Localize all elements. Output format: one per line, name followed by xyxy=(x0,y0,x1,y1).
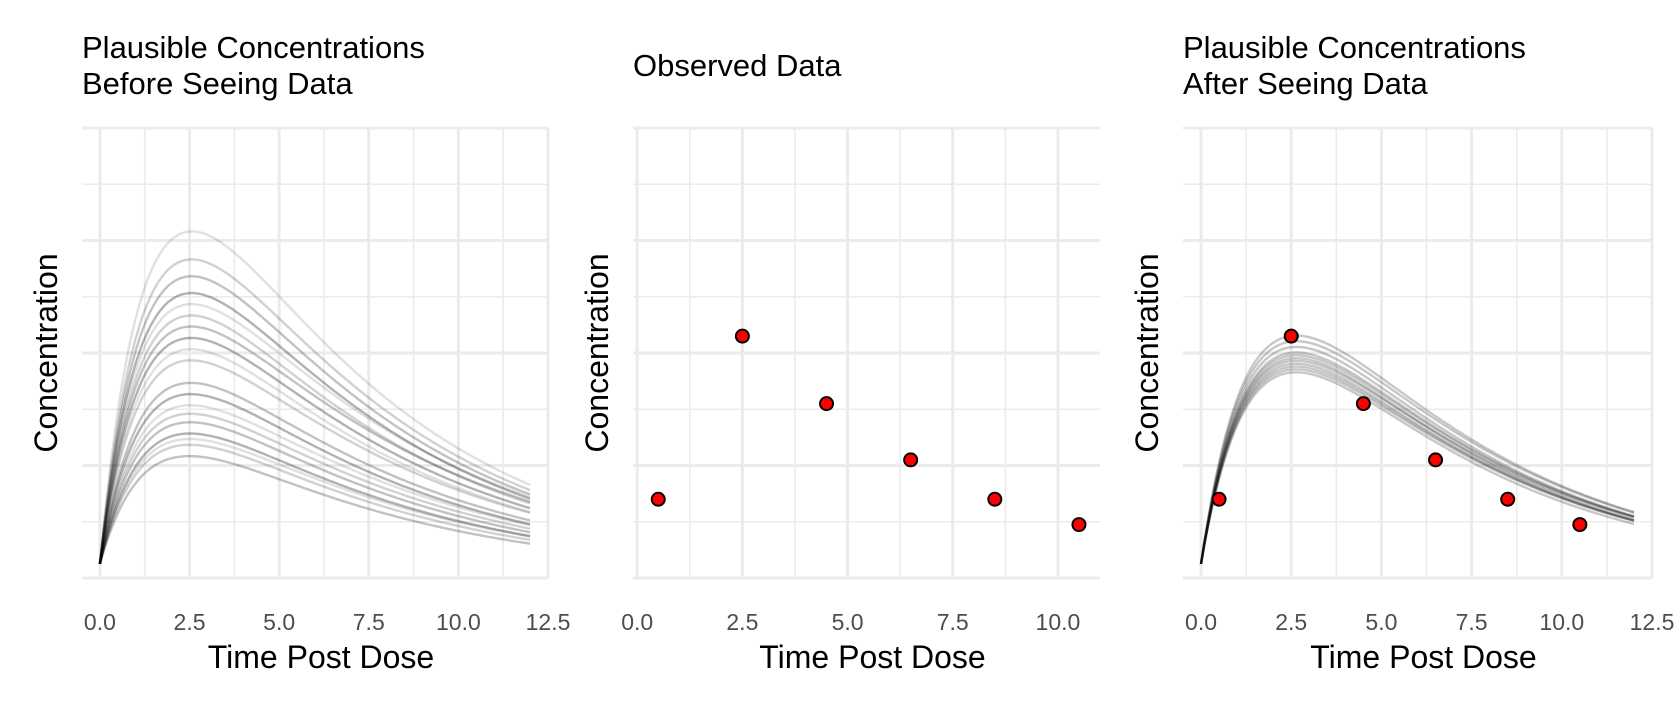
x-tick-label: 0.0 xyxy=(1185,609,1217,635)
concentration-curve xyxy=(98,403,531,565)
concentration-curve xyxy=(98,275,531,565)
panel-title-line: Plausible Concentrations xyxy=(1183,30,1526,65)
concentration-curve xyxy=(98,359,531,565)
panel-posterior: Plausible Concentrations After Seeing Dat… xyxy=(1129,30,1674,675)
panel-title: Plausible Concentrations After Seeing Dat… xyxy=(1183,30,1526,101)
data-point xyxy=(903,452,919,468)
y-axis-title: Concentration xyxy=(28,253,64,452)
data-point xyxy=(734,328,750,344)
curve-group xyxy=(1199,334,1635,565)
concentration-curve xyxy=(98,302,531,565)
concentration-curve xyxy=(1199,354,1635,565)
x-tick-label: 5.0 xyxy=(263,609,295,635)
data-point xyxy=(1071,517,1087,533)
data-point xyxy=(650,491,666,507)
concentration-curve xyxy=(98,420,531,565)
concentration-curve xyxy=(1199,371,1635,565)
concentration-curve xyxy=(98,348,531,565)
concentration-curve xyxy=(98,412,531,565)
x-tick-label: 12.5 xyxy=(1630,609,1675,635)
grid xyxy=(1183,126,1654,580)
data-point xyxy=(1211,491,1227,507)
x-tick-label: 7.5 xyxy=(1456,609,1488,635)
concentration-curve xyxy=(98,432,531,565)
x-tick-label: 0.0 xyxy=(84,609,116,635)
x-axis-title: Time Post Dose xyxy=(1310,639,1536,675)
x-tick-label: 10.0 xyxy=(1036,609,1081,635)
concentration-curve xyxy=(98,314,531,565)
x-tick-label: 7.5 xyxy=(937,609,969,635)
panel-title-line: Observed Data xyxy=(633,48,842,83)
x-tick-label: 2.5 xyxy=(726,609,758,635)
concentration-curve xyxy=(98,258,531,565)
data-point xyxy=(987,491,1003,507)
data-point xyxy=(1355,396,1371,412)
concentration-curve xyxy=(1199,368,1635,565)
y-axis-title: Concentration xyxy=(579,253,615,452)
concentration-curve xyxy=(98,454,531,565)
y-axis-title: Concentration xyxy=(1129,253,1165,452)
panel-title: Plausible Concentrations Before Seeing Da… xyxy=(82,30,425,101)
curve-group xyxy=(98,230,531,565)
panel-title-line: After Seeing Data xyxy=(1183,66,1428,101)
concentration-curve xyxy=(98,443,531,565)
concentration-curve xyxy=(1199,356,1635,565)
concentration-curve xyxy=(1199,359,1635,565)
concentration-curve xyxy=(1199,362,1635,565)
x-tick-label: 10.0 xyxy=(436,609,481,635)
concentration-curve xyxy=(98,381,531,565)
grid xyxy=(633,126,1100,580)
concentration-curve xyxy=(1199,340,1635,565)
data-point xyxy=(1283,328,1299,344)
x-tick-label: 2.5 xyxy=(174,609,206,635)
x-tick-label: 7.5 xyxy=(353,609,385,635)
panel-title-line: Plausible Concentrations xyxy=(82,30,425,65)
data-point xyxy=(1572,517,1588,533)
point-group xyxy=(1211,328,1588,533)
x-tick-label: 2.5 xyxy=(1275,609,1307,635)
concentration-curve xyxy=(1199,334,1635,565)
concentration-curve xyxy=(98,336,531,565)
x-tick-label: 10.0 xyxy=(1539,609,1584,635)
concentration-curve xyxy=(98,392,531,565)
concentration-curve xyxy=(98,230,531,565)
panel-title-line: Before Seeing Data xyxy=(82,66,353,101)
point-group xyxy=(650,328,1087,533)
x-tick-label: 12.5 xyxy=(526,609,571,635)
concentration-curve xyxy=(98,325,531,565)
data-point xyxy=(1500,491,1516,507)
x-tick-label: 0.0 xyxy=(621,609,653,635)
concentration-curve xyxy=(1199,345,1635,565)
concentration-curve xyxy=(1199,351,1635,565)
data-point xyxy=(819,396,835,412)
concentration-curve xyxy=(98,437,531,565)
grid xyxy=(82,126,550,580)
panel-observed: Observed Data 0.0 2.5 5.0 7.5 10.0 Time Post D… xyxy=(579,48,1100,675)
data-point xyxy=(1428,452,1444,468)
panel-prior: Plausible Concentrations Before Seeing Da… xyxy=(28,30,570,675)
x-tick-label: 5.0 xyxy=(832,609,864,635)
x-tick-label: 5.0 xyxy=(1365,609,1397,635)
concentration-curve xyxy=(98,291,531,565)
x-axis-title: Time Post Dose xyxy=(759,639,985,675)
concentration-curve xyxy=(1199,365,1635,565)
x-axis-title: Time Post Dose xyxy=(208,639,434,675)
panel-title: Observed Data xyxy=(633,48,842,83)
